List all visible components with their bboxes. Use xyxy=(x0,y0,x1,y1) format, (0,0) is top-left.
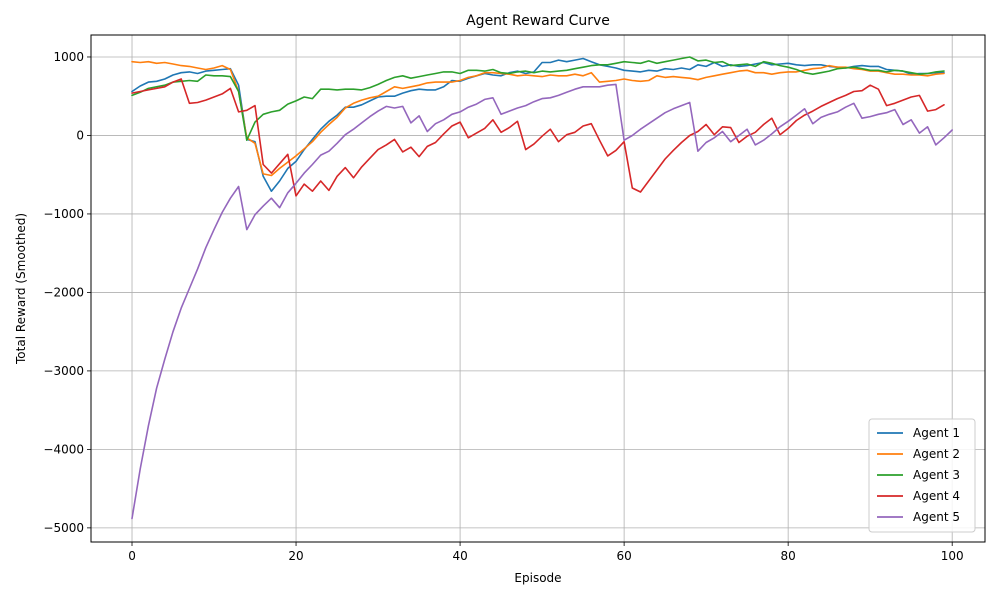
chart-title: Agent Reward Curve xyxy=(466,13,610,29)
series-line-agent-2 xyxy=(131,60,945,177)
series-line-agent-1 xyxy=(131,57,945,192)
y-tick-label: 0 xyxy=(76,128,84,142)
y-tick-label: 1000 xyxy=(53,50,84,64)
series-line-agent-5 xyxy=(131,83,954,520)
x-tick-label: 0 xyxy=(128,549,136,563)
legend: Agent 1 Agent 2 Agent 3 Agent 4 Agent 5 xyxy=(868,418,976,533)
y-tick-label: −5000 xyxy=(43,521,84,535)
legend-label-agent-3: Agent 3 xyxy=(913,468,960,482)
y-tick-label: −3000 xyxy=(43,364,84,378)
y-tick-label: −4000 xyxy=(43,442,84,456)
legend-label-agent-4: Agent 4 xyxy=(913,489,960,503)
x-tick-label: 40 xyxy=(452,549,467,563)
series-line-agent-3 xyxy=(131,56,945,141)
grid-lines xyxy=(91,35,985,542)
x-axis-ticks: 0 20 40 60 80 100 xyxy=(128,542,964,563)
legend-label-agent-2: Agent 2 xyxy=(913,447,960,461)
x-tick-label: 100 xyxy=(941,549,964,563)
series-line-agent-4 xyxy=(131,78,945,197)
legend-box xyxy=(868,418,976,533)
legend-label-agent-1: Agent 1 xyxy=(913,426,960,440)
series-lines xyxy=(131,56,954,520)
x-tick-label: 80 xyxy=(781,549,796,563)
x-tick-label: 20 xyxy=(288,549,303,563)
y-tick-label: −2000 xyxy=(43,285,84,299)
legend-label-agent-5: Agent 5 xyxy=(913,510,960,524)
y-axis-label: Total Reward (Smoothed) xyxy=(14,213,28,365)
x-axis-label: Episode xyxy=(514,571,561,585)
plot-frame xyxy=(90,34,986,543)
y-axis-ticks: −5000 −4000 −3000 −2000 −1000 0 1000 xyxy=(43,50,91,535)
x-tick-label: 60 xyxy=(616,549,631,563)
y-tick-label: −1000 xyxy=(43,207,84,221)
